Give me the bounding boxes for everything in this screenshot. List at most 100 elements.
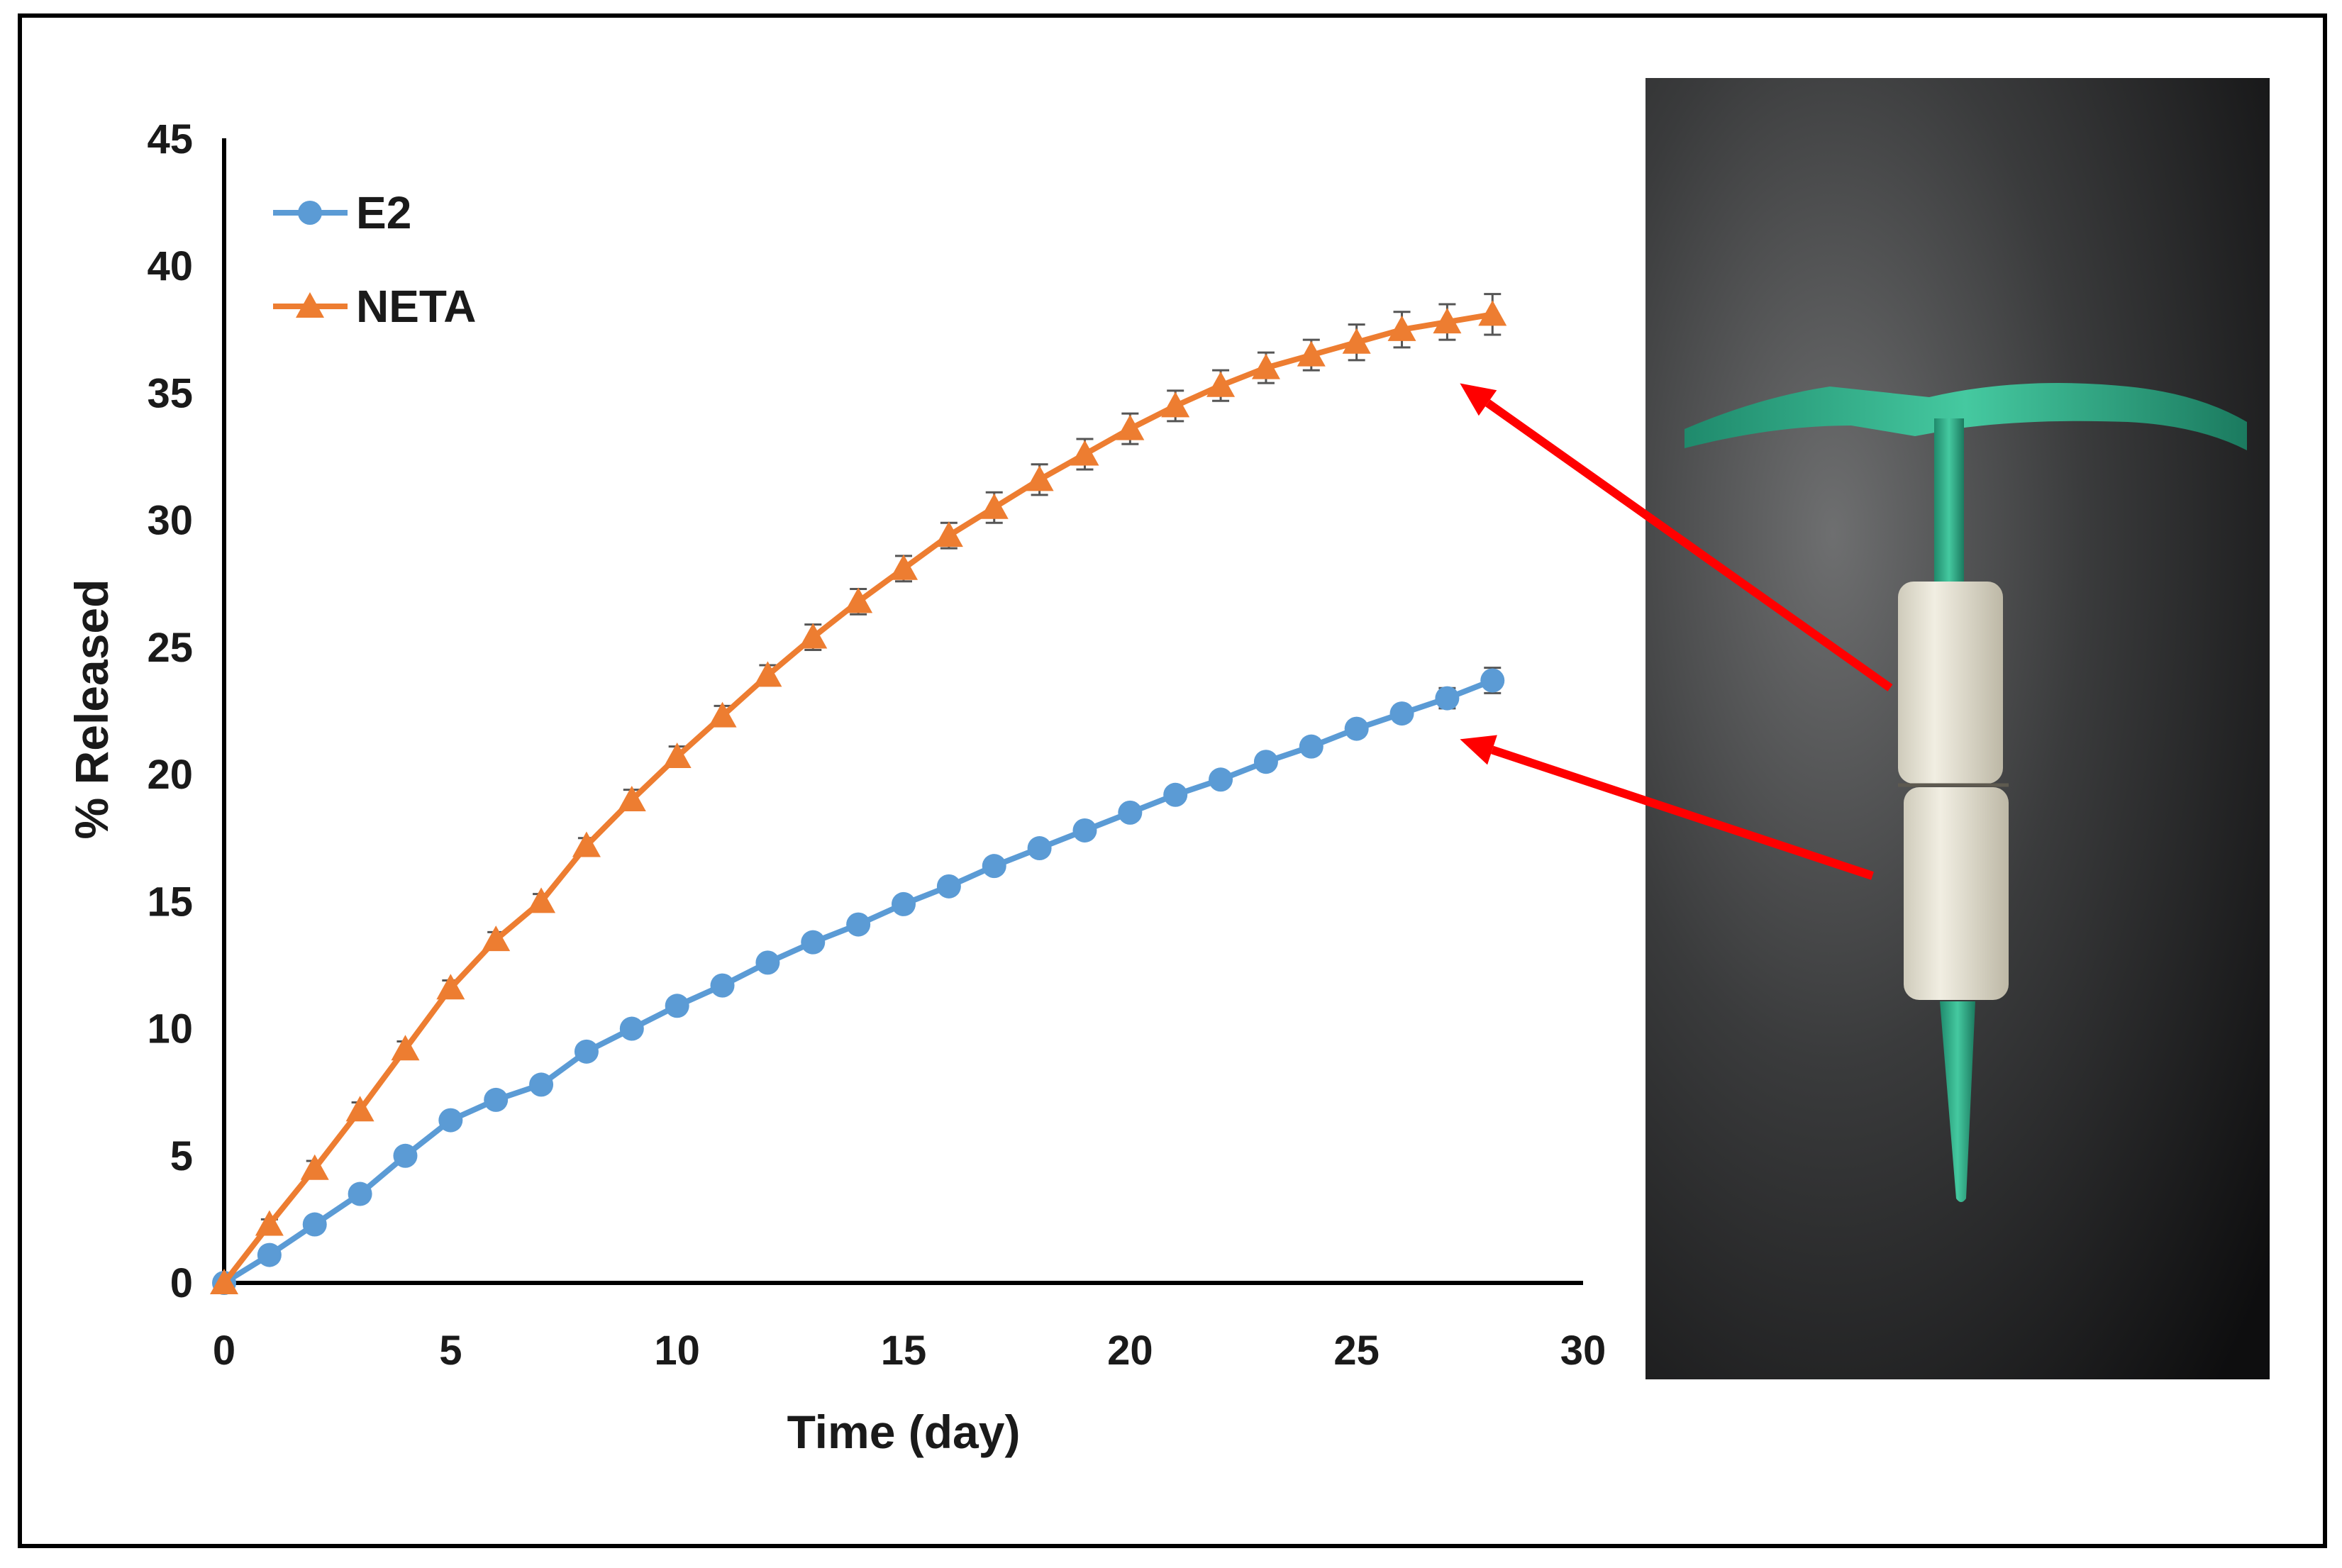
data-point (1163, 782, 1188, 807)
data-point (296, 292, 324, 318)
data-point (1480, 668, 1505, 693)
x-tick-labels: 0 5 10 15 20 25 30 (213, 1328, 1606, 1374)
x-axis-title: Time (day) (787, 1406, 1021, 1458)
data-point (1206, 371, 1236, 397)
data-point (1025, 465, 1054, 491)
data-point (1387, 315, 1416, 341)
arrow-shaft (1491, 745, 1874, 880)
series-neta (210, 293, 1507, 1294)
x-tick-label: 25 (1333, 1328, 1380, 1374)
arrow-shaft (1485, 399, 1893, 691)
data-point (889, 554, 918, 580)
series-line (221, 311, 1493, 1285)
legend: E2 NETA (273, 187, 476, 332)
data-point (753, 661, 782, 687)
legend-label: NETA (356, 281, 476, 332)
x-tick-label: 30 (1560, 1328, 1606, 1374)
data-point (755, 950, 780, 975)
data-point (298, 201, 322, 225)
data-point (844, 587, 873, 613)
axes (222, 138, 1583, 1285)
iud-stem-upper (1934, 418, 1964, 589)
y-tick-label: 5 (170, 1133, 193, 1179)
sleeve-lower (1904, 787, 2009, 1000)
x-tick-label: 15 (881, 1328, 927, 1374)
series-line (222, 677, 1494, 1286)
data-point (662, 743, 692, 769)
data-point (482, 925, 511, 952)
data-point (574, 1039, 599, 1064)
x-tick-label: 10 (654, 1328, 700, 1374)
y-tick-label: 0 (170, 1260, 193, 1306)
data-point (348, 1181, 372, 1206)
arrow-head (1460, 735, 1497, 765)
x-tick-label: 0 (213, 1328, 235, 1374)
data-point (484, 1087, 509, 1112)
data-point (934, 521, 963, 547)
data-point (1297, 340, 1326, 367)
data-point (617, 785, 646, 811)
data-point (708, 701, 737, 728)
data-point (1389, 701, 1414, 726)
data-point (572, 831, 601, 857)
data-point (799, 623, 828, 649)
iud-arms (1685, 383, 2247, 450)
data-point (982, 854, 1006, 879)
data-point (1253, 750, 1278, 774)
data-point (438, 1108, 463, 1133)
data-point (436, 974, 465, 1000)
plot-area (210, 293, 1507, 1295)
data-point (801, 930, 826, 955)
data-point (1342, 328, 1371, 354)
data-point (210, 1269, 238, 1294)
data-point (1435, 686, 1460, 711)
data-point (529, 1072, 554, 1097)
data-point (527, 887, 556, 913)
data-point (1070, 440, 1099, 466)
data-point (619, 1016, 644, 1041)
data-point (345, 1096, 374, 1122)
annotation-arrows (1460, 383, 1893, 880)
data-point (846, 912, 871, 937)
y-tick-label: 30 (147, 498, 193, 544)
y-tick-label: 40 (147, 243, 193, 289)
figure-border (18, 13, 2327, 1548)
data-point (255, 1210, 284, 1236)
data-point (710, 973, 735, 998)
y-tick-label: 15 (147, 879, 193, 925)
y-tick-labels: 0 5 10 15 20 25 30 35 40 45 (147, 116, 193, 1306)
iud-photo (1645, 78, 2270, 1379)
data-point (257, 1242, 282, 1267)
legend-label: E2 (356, 187, 411, 238)
data-point (391, 1035, 420, 1061)
data-point (665, 994, 689, 1018)
iud-stem-lower (1940, 1001, 1975, 1202)
data-point (393, 1143, 418, 1168)
data-point (300, 1154, 329, 1180)
data-point (1251, 353, 1280, 379)
y-tick-label: 10 (147, 1006, 193, 1052)
y-tick-label: 25 (147, 625, 193, 671)
data-point (1433, 308, 1462, 334)
data-point (936, 874, 961, 899)
data-point (1027, 836, 1052, 861)
data-point (1344, 716, 1369, 741)
data-point (1299, 734, 1323, 759)
y-tick-label: 20 (147, 752, 193, 798)
data-point (1072, 818, 1097, 843)
data-point (1118, 800, 1143, 825)
data-point (302, 1212, 327, 1237)
data-point (1478, 300, 1507, 326)
sleeve-upper (1898, 582, 2003, 784)
legend-item-e2: E2 (273, 187, 411, 238)
y-tick-label: 45 (147, 116, 193, 162)
x-tick-label: 5 (439, 1328, 462, 1374)
x-tick-label: 20 (1107, 1328, 1153, 1374)
y-axis-title: % Released (65, 579, 118, 840)
data-point (1161, 391, 1190, 418)
data-point (1116, 414, 1145, 440)
arrow-head (1460, 383, 1497, 416)
data-point (892, 891, 916, 916)
y-tick-label: 35 (147, 370, 193, 416)
